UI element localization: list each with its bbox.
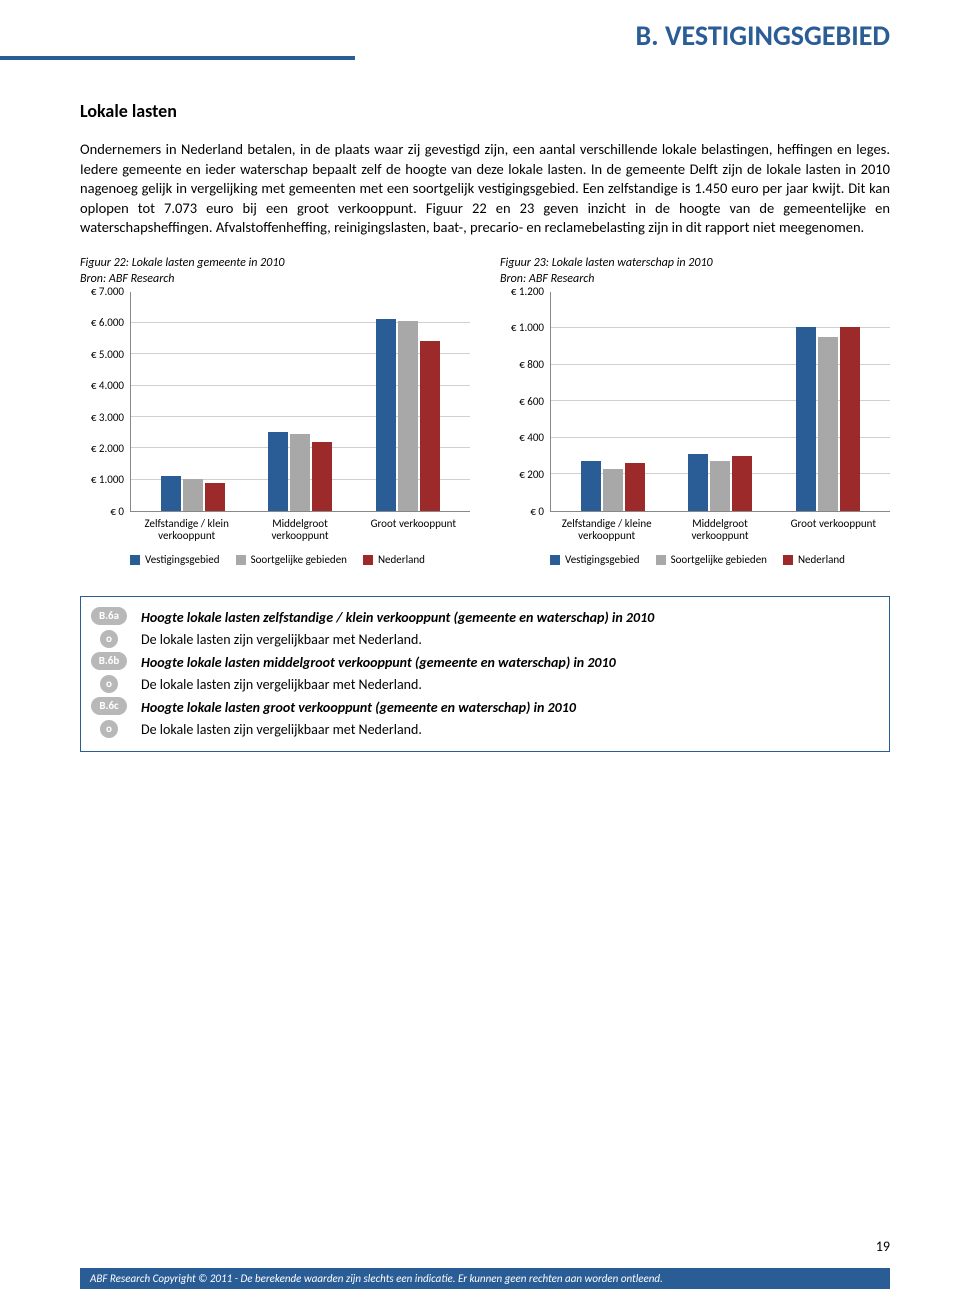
info-badge: B.6b bbox=[91, 652, 127, 670]
charts-row: Figuur 22: Lokale lasten gemeente in 201… bbox=[80, 256, 890, 566]
page-number: 19 bbox=[876, 1238, 890, 1255]
x-label: Middelgroot verkooppunt bbox=[243, 512, 356, 543]
chart-22: Figuur 22: Lokale lasten gemeente in 201… bbox=[80, 256, 470, 566]
legend-item: Nederland bbox=[783, 553, 845, 566]
info-badge: o bbox=[100, 720, 118, 738]
bar bbox=[205, 483, 225, 511]
info-row: Hoogte lokale lasten middelgroot verkoop… bbox=[141, 652, 875, 674]
legend-swatch bbox=[783, 555, 793, 565]
legend-label: Soortgelijke gebieden bbox=[671, 553, 767, 566]
info-box: B.6a Hoogte lokale lasten zelfstandige / … bbox=[80, 596, 890, 752]
legend-swatch bbox=[236, 555, 246, 565]
bar bbox=[818, 337, 838, 511]
bar bbox=[710, 461, 730, 511]
info-row: De lokale lasten zijn vergelijkbaar met … bbox=[141, 674, 875, 696]
bar bbox=[290, 434, 310, 511]
info-row: De lokale lasten zijn vergelijkbaar met … bbox=[141, 629, 875, 651]
legend-item: Soortgelijke gebieden bbox=[656, 553, 767, 566]
x-label: Groot verkooppunt bbox=[357, 512, 470, 543]
bar bbox=[688, 454, 708, 511]
x-label: Groot verkooppunt bbox=[777, 512, 890, 543]
legend-swatch bbox=[363, 555, 373, 565]
bar-group bbox=[796, 327, 860, 510]
footer-text: ABF Research Copyright © 2011 - De berek… bbox=[80, 1268, 890, 1289]
legend-item: Nederland bbox=[363, 553, 425, 566]
bar-group bbox=[376, 319, 440, 511]
legend-item: Vestigingsgebied bbox=[130, 553, 220, 566]
bar bbox=[625, 463, 645, 511]
chart-23-caption: Figuur 23: Lokale lasten waterschap in 2… bbox=[500, 256, 890, 270]
bar-group bbox=[581, 461, 645, 511]
info-badge: B.6a bbox=[91, 607, 127, 625]
legend-swatch bbox=[656, 555, 666, 565]
legend-item: Vestigingsgebied bbox=[550, 553, 640, 566]
bar bbox=[840, 327, 860, 510]
legend-item: Soortgelijke gebieden bbox=[236, 553, 347, 566]
legend-label: Nederland bbox=[378, 553, 425, 566]
bar bbox=[268, 432, 288, 511]
x-label: Zelfstandige / klein verkooppunt bbox=[130, 512, 243, 543]
bar bbox=[398, 321, 418, 511]
bar bbox=[796, 327, 816, 510]
section-body: Ondernemers in Nederland betalen, in de … bbox=[80, 140, 890, 238]
legend-swatch bbox=[550, 555, 560, 565]
chart-22-source: Bron: ABF Research bbox=[80, 272, 470, 286]
info-row: De lokale lasten zijn vergelijkbaar met … bbox=[141, 719, 875, 741]
info-badge: o bbox=[100, 630, 118, 648]
footer: ABF Research Copyright © 2011 - De berek… bbox=[80, 1268, 890, 1289]
legend-label: Vestigingsgebied bbox=[145, 553, 220, 566]
bar bbox=[732, 456, 752, 511]
x-label: Zelfstandige / kleine verkooppunt bbox=[550, 512, 663, 543]
bar bbox=[312, 442, 332, 511]
page-header-title: B. VESTIGINGSGEBIED bbox=[635, 18, 890, 53]
section-title: Lokale lasten bbox=[80, 100, 890, 122]
bar-group bbox=[268, 432, 332, 511]
legend-swatch bbox=[130, 555, 140, 565]
header-band bbox=[0, 56, 355, 60]
info-badge: B.6c bbox=[91, 697, 127, 715]
info-row: Hoogte lokale lasten zelfstandige / klei… bbox=[141, 607, 875, 629]
legend-label: Soortgelijke gebieden bbox=[251, 553, 347, 566]
bar bbox=[420, 341, 440, 511]
bar-group bbox=[161, 476, 225, 511]
bar bbox=[581, 461, 601, 511]
bar-group bbox=[688, 454, 752, 511]
bar bbox=[161, 476, 181, 511]
chart-23-source: Bron: ABF Research bbox=[500, 272, 890, 286]
info-badge: o bbox=[100, 675, 118, 693]
info-row: Hoogte lokale lasten groot verkooppunt (… bbox=[141, 697, 875, 719]
chart-23: Figuur 23: Lokale lasten waterschap in 2… bbox=[500, 256, 890, 566]
legend-label: Vestigingsgebied bbox=[565, 553, 640, 566]
chart-22-caption: Figuur 22: Lokale lasten gemeente in 201… bbox=[80, 256, 470, 270]
bar bbox=[376, 319, 396, 511]
x-label: Middelgroot verkooppunt bbox=[663, 512, 776, 543]
bar bbox=[183, 479, 203, 510]
legend-label: Nederland bbox=[798, 553, 845, 566]
bar bbox=[603, 469, 623, 511]
